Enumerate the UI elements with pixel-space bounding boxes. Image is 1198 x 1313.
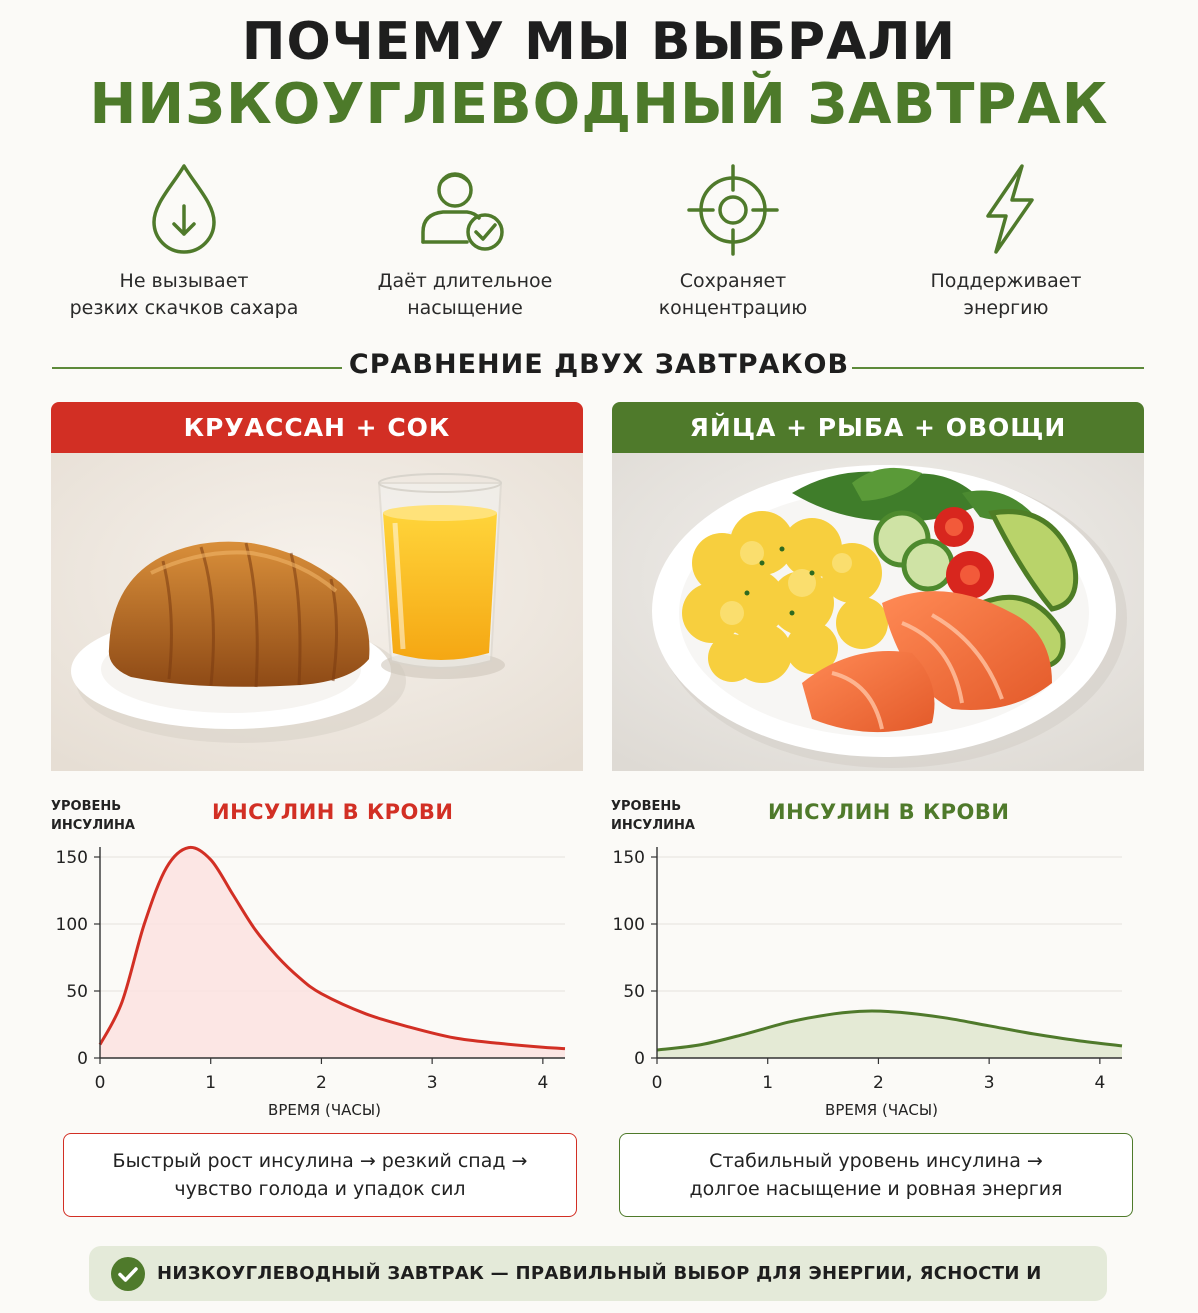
x-axis-label: ВРЕМЯ (ЧАСЫ): [825, 1101, 938, 1119]
drop-arrow-icon: [152, 164, 216, 254]
x-tick-label: 3: [984, 1073, 995, 1093]
insulin-area: [100, 847, 565, 1058]
x-tick-label: 4: [537, 1073, 548, 1093]
x-tick-label: 0: [95, 1073, 106, 1093]
x-tick-label: 3: [427, 1073, 438, 1093]
panel-title-croissant: КРУАССАН + СОК: [51, 402, 583, 454]
insulin-line: [656, 1009, 1123, 1052]
y-tick-label: 150: [613, 848, 645, 868]
insulin-area: [657, 1011, 1122, 1058]
benefit-label: Не вызывает резких скачков сахара: [69, 270, 299, 319]
x-axis-label: ВРЕМЯ (ЧАСЫ): [268, 1101, 381, 1119]
y-tick-label: 0: [77, 1049, 88, 1069]
x-tick-label: 0: [652, 1073, 663, 1093]
person-check-icon: [421, 172, 504, 251]
section-divider-right: [852, 367, 1144, 369]
eggs-fish-vegetables-photo: [612, 453, 1144, 771]
insulin-line: [98, 845, 566, 1051]
right-chart-title: ИНСУЛИН В КРОВИ: [768, 800, 1010, 824]
page-title-line1: ПОЧЕМУ МЫ ВЫБРАЛИ: [241, 12, 957, 72]
x-tick-label: 4: [1094, 1073, 1105, 1093]
y-tick-label: 0: [634, 1049, 645, 1069]
target-icon: [687, 164, 779, 256]
benefit-label: Сохраняет концентрацию: [658, 270, 808, 319]
croissant-insulin-note: Быстрый рост инсулина → резкий спад → чу…: [63, 1133, 577, 1217]
right-chart-ylabel: УРОВЕНЬ ИНСУЛИНА: [611, 799, 695, 833]
eggs-insulin-note: Стабильный уровень инсулина → долгое нас…: [619, 1133, 1133, 1217]
section-title: СРАВНЕНИЕ ДВУХ ЗАВТРАКОВ: [348, 349, 850, 380]
check-circle-icon: [111, 1257, 145, 1291]
y-tick-label: 50: [66, 982, 88, 1002]
left-chart-ylabel: УРОВЕНЬ ИНСУЛИНА: [51, 799, 135, 833]
footer-text: НИЗКОУГЛЕВОДНЫЙ ЗАВТРАК — ПРАВИЛЬНЫЙ ВЫБ…: [157, 1263, 1042, 1284]
x-tick-label: 1: [762, 1073, 773, 1093]
benefit-energy: Поддерживает энергию: [866, 160, 1146, 322]
page-title-line2: НИЗКОУГЛЕВОДНЫЙ ЗАВТРАК: [89, 72, 1109, 137]
y-tick-label: 100: [56, 915, 88, 935]
lightning-icon: [986, 164, 1034, 254]
insulin-chart-croissant: 0 50 100 150 0 1 2 3 4 ВРЕМЯ (ЧАСЫ): [56, 845, 566, 1119]
x-tick-label: 1: [205, 1073, 216, 1093]
benefit-label: Даёт длительное насыщение: [377, 270, 553, 319]
x-tick-label: 2: [316, 1073, 327, 1093]
benefit-label: Поддерживает энергию: [930, 270, 1082, 319]
y-tick-label: 50: [623, 982, 645, 1002]
insulin-chart-eggs-fish: 0 50 100 150 0 1 2 3 4 ВРЕМЯ (ЧАСЫ): [613, 847, 1123, 1119]
footer-banner: НИЗКОУГЛЕВОДНЫЙ ЗАВТРАК — ПРАВИЛЬНЫЙ ВЫБ…: [89, 1246, 1107, 1301]
benefit-concentration: Сохраняет концентрацию: [593, 160, 873, 322]
section-divider-left: [52, 367, 342, 369]
y-tick-label: 150: [56, 848, 88, 868]
croissant-juice-photo: [51, 453, 583, 771]
y-tick-label: 100: [613, 915, 645, 935]
panel-title-eggs-fish: ЯЙЦА + РЫБА + ОВОЩИ: [612, 402, 1144, 454]
x-tick-label: 2: [873, 1073, 884, 1093]
benefit-no-sugar-spikes: Не вызывает резких скачков сахара: [44, 160, 324, 322]
left-chart-title: ИНСУЛИН В КРОВИ: [212, 800, 454, 824]
benefit-long-satiety: Даёт длительное насыщение: [325, 160, 605, 322]
